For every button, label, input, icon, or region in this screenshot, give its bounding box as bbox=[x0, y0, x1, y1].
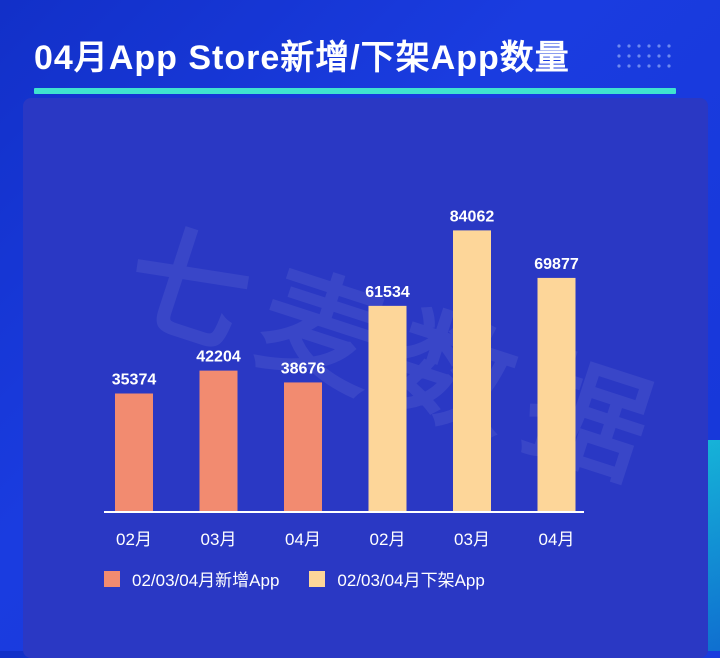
bar bbox=[284, 382, 322, 512]
bar-value-label: 69877 bbox=[534, 256, 579, 273]
title-underline bbox=[34, 88, 676, 94]
legend-swatch-removed bbox=[309, 570, 326, 587]
chart-panel bbox=[23, 98, 708, 658]
x-tick-label: 03月 bbox=[201, 530, 237, 549]
bar bbox=[115, 393, 153, 512]
bar bbox=[368, 305, 407, 512]
page-title: 04月App Store新增/下架App数量 bbox=[34, 39, 570, 77]
dots-decoration-icon bbox=[617, 44, 671, 68]
bar bbox=[537, 277, 576, 512]
legend-label-new: 02/03/04月新增App bbox=[132, 571, 280, 590]
x-tick-label: 02月 bbox=[370, 530, 406, 549]
legend-item-removed: 02/03/04月下架App bbox=[309, 566, 485, 591]
bar bbox=[199, 370, 238, 512]
legend-swatch-new bbox=[104, 570, 120, 587]
chart-legend: 02/03/04月新增App 02/03/04月下架App bbox=[104, 566, 515, 591]
bar bbox=[453, 230, 491, 512]
x-tick-label: 03月 bbox=[454, 530, 490, 549]
legend-item-new: 02/03/04月新增App bbox=[104, 566, 279, 591]
bar-value-label: 35374 bbox=[112, 371, 157, 388]
x-tick-label: 02月 bbox=[116, 530, 152, 549]
bar-value-label: 42204 bbox=[196, 349, 241, 366]
bar-value-label: 84062 bbox=[450, 208, 495, 225]
bar-value-label: 38676 bbox=[281, 360, 326, 377]
x-tick-label: 04月 bbox=[285, 530, 321, 549]
bar-value-label: 61534 bbox=[365, 284, 410, 301]
x-tick-label: 04月 bbox=[539, 530, 575, 549]
legend-label-removed: 02/03/04月下架App bbox=[337, 571, 485, 590]
